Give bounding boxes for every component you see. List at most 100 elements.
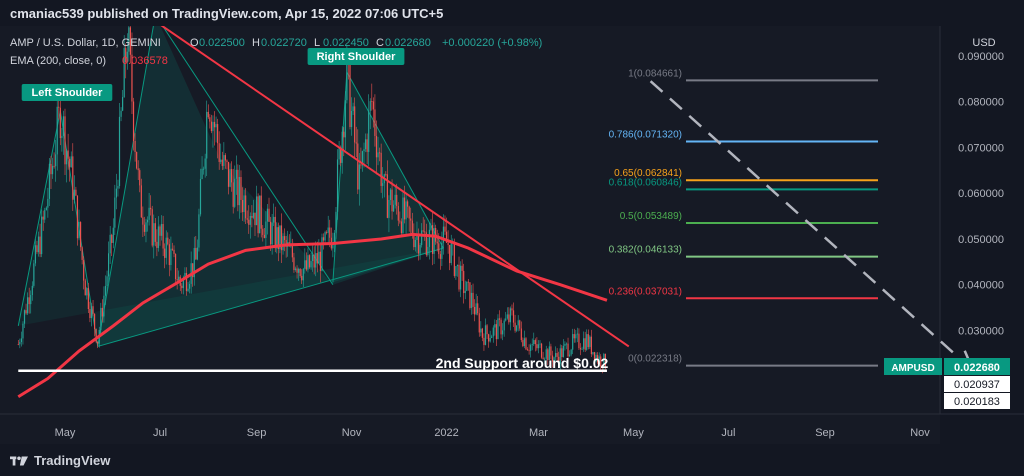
candle-body xyxy=(140,185,142,218)
candle-body xyxy=(332,243,334,249)
candle-body xyxy=(217,124,219,144)
candle-body xyxy=(224,155,227,161)
candle-body xyxy=(360,164,362,166)
candle-body xyxy=(115,188,117,198)
candle-body xyxy=(561,348,563,358)
candle-body xyxy=(361,151,364,166)
candle-body xyxy=(251,215,253,218)
tradingview-logo[interactable]: TradingView xyxy=(10,453,110,468)
candle-body xyxy=(87,288,89,310)
candle-body xyxy=(475,303,477,315)
candle-body xyxy=(545,349,547,359)
candle-body xyxy=(520,328,522,341)
candle-body xyxy=(126,51,128,63)
candle-body xyxy=(516,325,518,331)
candle-body xyxy=(131,54,133,102)
candle-body xyxy=(424,231,426,233)
legend-change: +0.000220 (+0.98%) xyxy=(442,37,542,49)
candle-body xyxy=(160,224,163,236)
candle-body xyxy=(246,218,248,220)
candle-body xyxy=(597,354,599,363)
candle-body xyxy=(237,169,239,206)
candle-body xyxy=(385,174,387,176)
candle-body xyxy=(81,247,83,260)
candle-body xyxy=(20,338,22,342)
y-tick-label: 0.090000 xyxy=(958,51,1004,63)
candle-body xyxy=(558,356,560,364)
candle-body xyxy=(402,197,404,234)
candle-body xyxy=(33,263,35,286)
candle-body xyxy=(372,101,374,110)
candle-body xyxy=(419,245,421,254)
candle-body xyxy=(491,336,493,339)
candle-body xyxy=(299,268,301,276)
candle-body xyxy=(536,344,538,349)
candle-body xyxy=(266,208,269,222)
legend-ohlc-value: 0.022500 xyxy=(199,37,245,49)
candle-body xyxy=(262,228,264,235)
projection-line xyxy=(649,80,968,366)
candle-body xyxy=(495,324,497,340)
candle-body xyxy=(122,97,124,111)
candle-body xyxy=(444,226,446,232)
legend-ohlc-value: 0.022450 xyxy=(323,37,369,49)
candle-body xyxy=(463,270,465,294)
candle-body xyxy=(439,254,441,259)
candle-body xyxy=(268,208,270,222)
price-chart[interactable]: 0.090000 0.080000 0.070000 0.060000 0.050000… xyxy=(0,11,1024,444)
candle-body xyxy=(203,168,205,170)
candle-body xyxy=(304,260,306,269)
candle-body xyxy=(55,154,57,167)
candle-body xyxy=(282,236,284,251)
candle-body xyxy=(39,236,41,255)
candle-body xyxy=(414,239,417,248)
candle-body xyxy=(23,310,26,324)
candle-body xyxy=(324,232,326,241)
candle-body xyxy=(53,165,55,167)
price-label-bg xyxy=(944,376,1010,392)
legend-ema-value: 0.036578 xyxy=(122,55,168,67)
candle-body xyxy=(245,195,247,219)
candle-body xyxy=(235,169,237,179)
candle-body xyxy=(382,183,384,186)
candle-body xyxy=(128,27,130,52)
candle-body xyxy=(120,110,122,117)
candle-body xyxy=(193,248,195,278)
candle-body xyxy=(338,147,340,160)
candle-body xyxy=(64,116,66,165)
candle-body xyxy=(308,255,311,268)
candle-body xyxy=(519,320,521,329)
candle-body xyxy=(310,261,312,268)
candle-body xyxy=(41,216,43,255)
x-tick-label: May xyxy=(623,427,644,439)
candle-body xyxy=(336,159,339,212)
candle-body xyxy=(363,149,365,152)
candle-body xyxy=(129,27,132,55)
candle-body xyxy=(132,101,135,141)
candle-body xyxy=(213,121,216,128)
candle-body xyxy=(171,248,174,250)
candle-body xyxy=(413,235,415,248)
candle-body xyxy=(327,227,329,233)
candle-body xyxy=(232,182,234,207)
candle-body xyxy=(265,221,267,238)
candle-body xyxy=(421,230,423,246)
candle-body xyxy=(59,107,61,139)
chart-area[interactable]: 0.090000 0.080000 0.070000 0.060000 0.050000… xyxy=(0,11,1024,444)
candle-body xyxy=(210,121,212,132)
candle-body xyxy=(277,227,279,249)
left-shoulder-label-bg xyxy=(21,84,113,101)
candle-body xyxy=(271,222,273,245)
fib-level-label: 0.382(0.046133) xyxy=(609,245,682,256)
candle-body xyxy=(173,249,175,254)
candle-body xyxy=(467,281,469,283)
candle-body xyxy=(187,288,189,291)
candle-body xyxy=(254,212,256,226)
candle-body xyxy=(137,168,139,171)
candle-body xyxy=(125,48,127,63)
candle-body xyxy=(416,234,418,240)
candle-body xyxy=(502,330,504,335)
candle-body xyxy=(56,106,58,155)
header: cmaniac539 published on TradingView.com,… xyxy=(0,0,1024,26)
candle-body xyxy=(48,163,51,199)
